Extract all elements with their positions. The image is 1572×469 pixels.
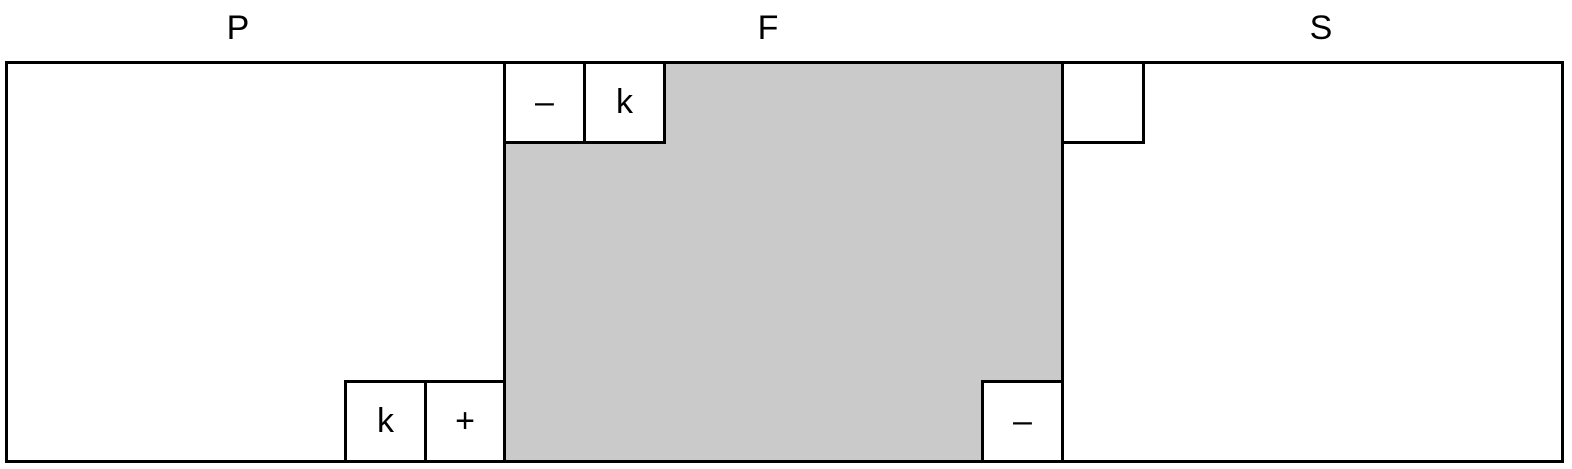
divider-p-f [503,61,506,463]
region-s-top-cell [1061,61,1145,144]
region-label-s: S [1309,9,1333,47]
region-f-bottom-cell-minus: – [981,380,1064,463]
region-p-cell-k: k [344,380,427,463]
region-label-p: P [226,9,250,47]
region-p-cell-plus: + [424,380,506,463]
region-label-f: F [757,9,779,47]
divider-f-s [1061,61,1064,463]
region-f-top-cell-k: k [583,61,666,144]
diagram-frame [5,61,1564,463]
region-f-top-cell-minus: – [503,61,586,144]
